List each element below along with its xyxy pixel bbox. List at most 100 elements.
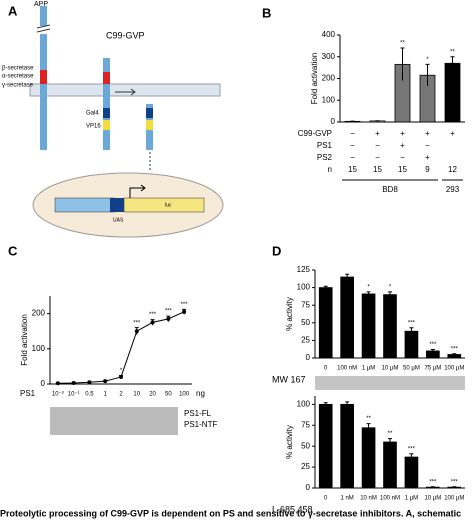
y-tick-label: 200 [32,309,46,318]
condition: − [350,141,355,150]
label: β-secretase [2,66,34,72]
row-label: PS2 [317,153,333,162]
error-bar [323,402,328,407]
x-tick-label: 2 [119,392,123,398]
y-tick-label: 50 [301,318,310,327]
y-tick-label: 400 [322,30,336,39]
condition: − [350,129,355,138]
y-tick-label: 0 [306,483,311,492]
bar [404,330,419,359]
y-tick-label: 300 [322,52,336,61]
y-tick-label: 100 [297,399,311,408]
error-bar [182,308,187,315]
condition: − [375,141,380,150]
y-tick-label: 125 [297,265,311,274]
y-tick-label: 200 [322,74,336,83]
gal4-domain [146,108,153,118]
panel-label: B [262,5,271,20]
significance: ** [366,416,371,422]
n-count: 9 [425,165,430,174]
error-bar [119,375,123,379]
error-bar [388,291,392,298]
significance: *** [451,479,459,485]
condition: + [425,153,430,162]
significance: *** [149,312,157,318]
significance: *** [165,309,173,315]
cleavage-site [40,70,47,84]
bar [444,62,461,123]
condition: − [400,153,405,162]
bar [340,276,354,359]
error-bar [55,382,60,384]
error-bar [345,401,350,407]
x-tick-label: 100 µM [444,496,464,502]
x-tick-label: 50 µM [403,366,420,372]
error-bar [452,486,457,488]
significance: *** [133,320,141,326]
condition: − [375,153,380,162]
row-label: PS1 [20,389,36,398]
y-axis-label: % activity [285,297,294,331]
x-tick-label: 10 µM [382,366,399,372]
error-bar [345,273,350,280]
bar [361,293,376,359]
y-tick-label: 75 [301,300,310,309]
x-tick-label: 1 [104,392,108,398]
error-bar [450,56,455,70]
arrow [115,88,136,96]
x-unit: ng [196,389,205,398]
significance: * [120,368,123,374]
label: APP [34,1,48,8]
blot-label: PS1-NTF [184,420,217,429]
bar [383,441,397,489]
x-tick-label: 20 [149,392,156,398]
label: VP16 [86,124,101,130]
error-bar [323,285,328,290]
group-label: 293 [446,185,460,194]
x-tick-label: 1 µM [362,366,375,372]
y-tick-label: 25 [301,462,310,471]
significance: * [367,284,370,290]
bar [340,403,354,489]
vp16-domain [103,120,110,130]
significance: *** [429,342,437,348]
significance: * [389,284,392,290]
vp16-domain [146,120,153,130]
caption: Proteolytic processing of C99-GVP is dep… [0,508,461,518]
significance: * [426,57,429,63]
y-tick-label: 50 [301,441,310,450]
error-bar [366,423,371,432]
y-axis-label: % activity [285,425,294,459]
x-tick-label: 100 nM [380,496,400,502]
bar [361,427,376,489]
n-count: 15 [348,165,357,174]
significance: ** [450,49,455,55]
promoter-arrow [129,184,146,198]
error-bar [430,349,435,353]
app-bar [40,6,47,26]
blot-label: PS1-FL [184,409,212,418]
significance: ** [388,431,393,437]
error-bar [166,315,171,322]
label: UAS [113,217,124,223]
y-tick-label: 25 [301,336,310,345]
row-label: C99-GVP [298,129,332,138]
blot [50,407,178,435]
y-axis-label: Fold activation [310,53,319,105]
x-tick-label: 10 [133,392,140,398]
condition: + [450,129,455,138]
label: luc [165,202,172,208]
inhibitor-label: MW 167 [272,374,306,384]
label: α-secretase [2,74,34,80]
error-bar [388,438,392,446]
bar [318,403,333,489]
x-tick-label: 0 [324,366,328,372]
significance: *** [451,346,459,352]
condition: − [350,153,355,162]
cleavage-site [103,72,110,84]
x-tick-label: 10 nM [360,496,377,502]
n-count: 15 [398,165,407,174]
condition: + [400,129,405,138]
error-bar [400,47,405,81]
y-axis-label: Fold activation [20,314,29,366]
